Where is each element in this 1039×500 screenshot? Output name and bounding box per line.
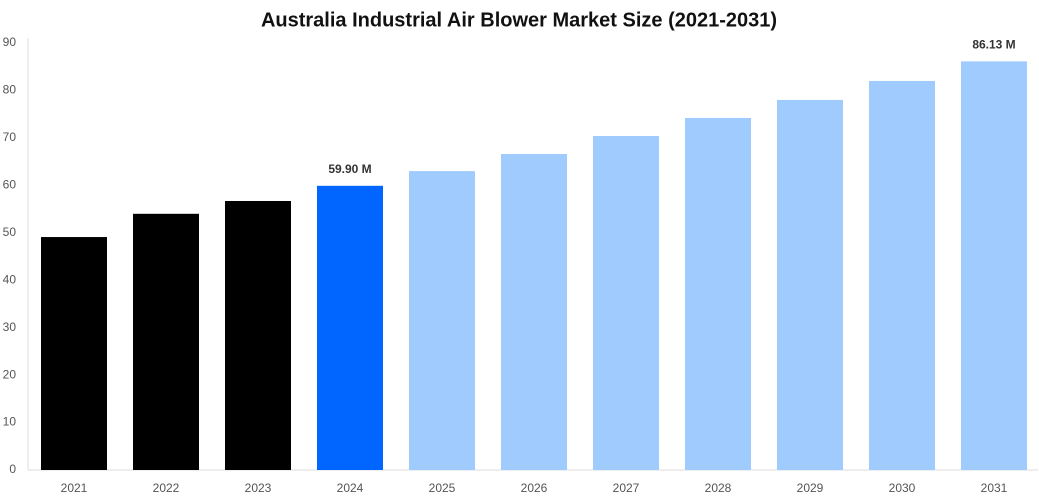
bar xyxy=(409,171,475,470)
bar xyxy=(501,154,567,470)
x-tick-label: 2031 xyxy=(981,481,1008,495)
y-tick-label: 30 xyxy=(3,320,17,334)
bar xyxy=(225,200,291,471)
x-tick-label: 2028 xyxy=(705,481,732,495)
y-tick-label: 10 xyxy=(3,415,17,429)
value-label: 59.90 M xyxy=(328,162,371,176)
x-tick-label: 2023 xyxy=(245,481,272,495)
x-tick-label: 2027 xyxy=(613,481,640,495)
bar xyxy=(133,213,199,471)
x-tick-label: 2022 xyxy=(153,481,180,495)
bar xyxy=(961,61,1027,471)
bar xyxy=(869,80,935,470)
bar xyxy=(593,135,659,471)
chart-title: Australia Industrial Air Blower Market S… xyxy=(261,9,777,31)
y-tick-label: 70 xyxy=(3,130,17,144)
bar xyxy=(317,185,383,470)
y-tick-label: 90 xyxy=(3,35,17,49)
y-tick-label: 40 xyxy=(3,272,17,286)
y-tick-label: 80 xyxy=(3,83,17,97)
x-tick-label: 2021 xyxy=(61,481,88,495)
value-label: 86.13 M xyxy=(972,38,1015,52)
x-tick-label: 2026 xyxy=(521,481,548,495)
x-tick-label: 2025 xyxy=(429,481,456,495)
x-tick-label: 2029 xyxy=(797,481,824,495)
bar xyxy=(777,99,843,470)
x-tick-label: 2024 xyxy=(337,481,364,495)
y-tick-label: 50 xyxy=(3,225,17,239)
y-tick-label: 60 xyxy=(3,178,17,192)
y-tick-label: 20 xyxy=(3,367,17,381)
bar xyxy=(685,117,751,470)
y-tick-label: 0 xyxy=(9,462,16,476)
x-tick-label: 2030 xyxy=(889,481,916,495)
bar xyxy=(41,237,107,470)
